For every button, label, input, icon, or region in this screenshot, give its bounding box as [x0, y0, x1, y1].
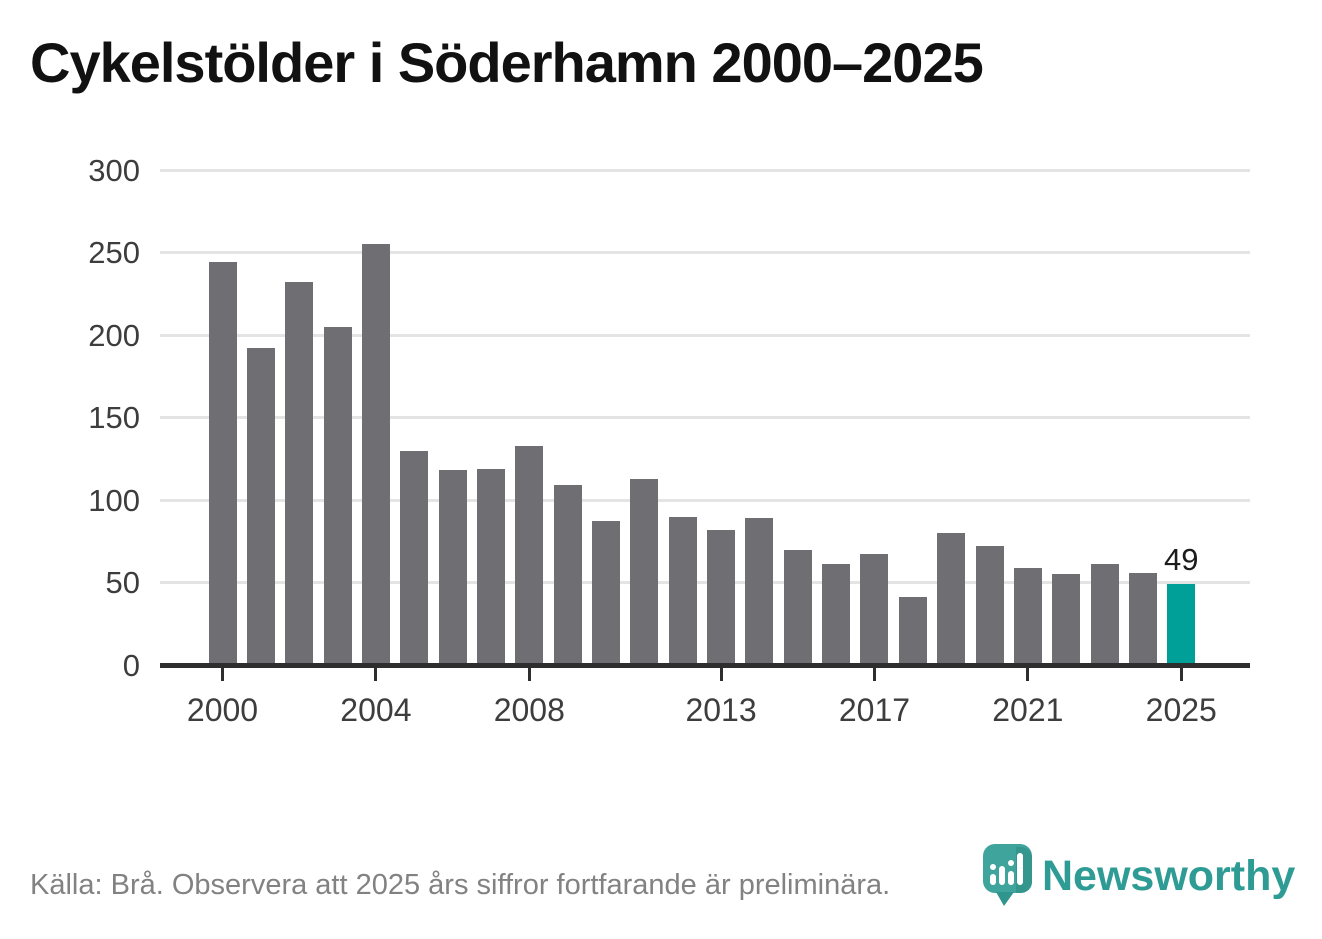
gridline-50 [160, 581, 1250, 584]
bar-2018 [898, 597, 927, 665]
x-tick-label-2025: 2025 [1145, 692, 1217, 728]
bar-2015 [783, 549, 812, 665]
bar-2017 [860, 554, 889, 665]
newsworthy-logo: Newsworthy [982, 843, 1295, 909]
x-tick-label-2008: 2008 [493, 692, 565, 728]
bar-2011 [630, 478, 659, 665]
bar-2019 [937, 533, 966, 665]
gridline-200 [160, 333, 1250, 337]
bar-2020 [975, 546, 1004, 665]
bar-2002 [285, 282, 314, 665]
bar-2021 [1013, 567, 1042, 665]
bar-2022 [1052, 574, 1081, 665]
x-tick-2004 [374, 668, 378, 681]
bar-2008 [515, 445, 544, 665]
bar-2025 [1167, 584, 1196, 665]
bar-2010 [592, 521, 620, 665]
bar-2012 [668, 516, 697, 665]
x-axis-line [160, 663, 1250, 668]
x-tick-2025 [1179, 668, 1183, 681]
chart-title: Cykelstölder i Söderhamn 2000–2025 [30, 31, 984, 94]
newsworthy-logo-text: Newsworthy [1042, 852, 1296, 900]
bar-2007 [476, 468, 505, 665]
x-tick-2021 [1026, 668, 1030, 681]
x-tick-2008 [527, 668, 531, 681]
x-tick-2013 [719, 668, 723, 681]
y-tick-label-100: 100 [88, 482, 140, 518]
gridline-250 [160, 251, 1250, 254]
bar-2005 [400, 450, 429, 665]
bar-2009 [553, 485, 582, 665]
x-tick-label-2004: 2004 [340, 692, 412, 728]
y-tick-label-0: 0 [122, 647, 140, 683]
gridline-300 [160, 168, 1250, 172]
bar-2003 [323, 326, 352, 665]
bar-2006 [438, 470, 467, 665]
gridline-100 [160, 498, 1250, 502]
y-tick-label-250: 250 [88, 235, 140, 270]
bar-2016 [822, 564, 851, 665]
x-tick-label-2000: 2000 [186, 692, 259, 728]
bar-chart-bubble-icon [983, 844, 1032, 906]
x-tick-2000 [221, 668, 224, 681]
value-label-2025: 49 [1164, 542, 1199, 578]
bar-2004 [361, 244, 390, 665]
x-tick-label-2017: 2017 [838, 692, 911, 728]
source-note: Källa: Brå. Observera att 2025 års siffr… [30, 869, 891, 901]
x-tick-label-2013: 2013 [685, 692, 757, 728]
y-tick-label-200: 200 [88, 317, 140, 353]
x-tick-label-2021: 2021 [992, 692, 1064, 728]
bar-2000 [208, 262, 237, 665]
bar-2013 [707, 529, 736, 665]
bar-2014 [745, 518, 774, 665]
x-tick-2017 [872, 668, 876, 681]
y-tick-label-50: 50 [105, 565, 140, 600]
y-tick-label-150: 150 [88, 400, 140, 435]
y-tick-label-300: 300 [88, 152, 140, 188]
bar-2024 [1128, 572, 1157, 665]
gridline-150 [160, 416, 1250, 419]
bar-2023 [1090, 564, 1119, 665]
bar-2001 [246, 348, 275, 665]
